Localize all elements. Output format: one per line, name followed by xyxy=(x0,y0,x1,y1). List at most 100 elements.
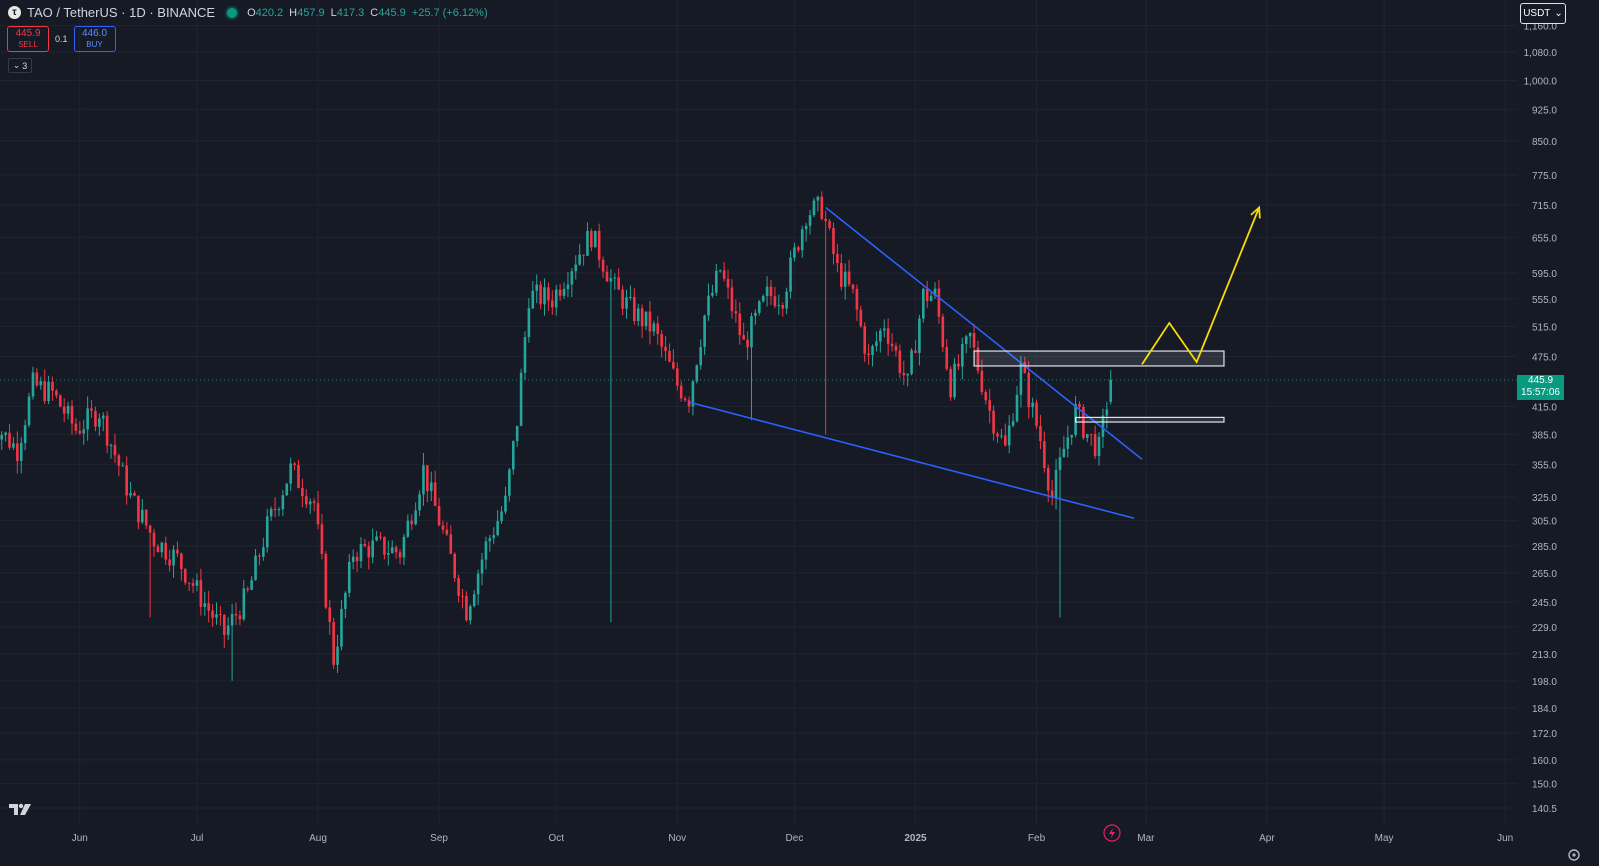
candle-body xyxy=(574,264,578,272)
candle-body xyxy=(82,429,86,434)
candle-body xyxy=(363,543,367,547)
candle-body xyxy=(74,423,78,431)
candle-body xyxy=(305,496,308,505)
price-tick-label: 515.0 xyxy=(1532,323,1557,334)
candle-body xyxy=(121,465,125,467)
tradingview-logo-icon[interactable] xyxy=(9,801,33,817)
candle-body xyxy=(332,622,335,665)
time-tick-label: Feb xyxy=(1028,833,1046,844)
candle-body xyxy=(789,257,792,292)
candle-body xyxy=(265,516,269,548)
candle-body xyxy=(383,536,386,555)
candle-body xyxy=(937,288,941,317)
candle-body xyxy=(226,625,230,636)
candle-body xyxy=(851,284,855,289)
candle-body xyxy=(906,373,909,376)
candle-body xyxy=(968,332,972,337)
candle-body xyxy=(433,482,437,506)
candle-body xyxy=(51,381,54,391)
trade-panel: 445.9 SELL 0.1 446.0 BUY xyxy=(7,26,116,52)
candle-body xyxy=(1066,437,1070,449)
candle-body xyxy=(1101,415,1105,437)
candle-body xyxy=(379,536,382,538)
candle-body xyxy=(19,442,23,461)
candle-body xyxy=(1062,448,1066,458)
candle-body xyxy=(125,465,128,496)
candle-body xyxy=(812,200,816,216)
candle-body xyxy=(347,561,351,593)
candle-body xyxy=(742,335,745,340)
ohlc-item: L417.3 xyxy=(331,7,365,19)
ohlc-item: O420.2 xyxy=(247,7,283,19)
candle-body xyxy=(746,339,749,348)
candle-body xyxy=(543,287,546,305)
candle-body xyxy=(328,607,332,623)
candle-body xyxy=(1046,467,1050,491)
time-tick-label: Aug xyxy=(309,833,327,844)
candle-body xyxy=(457,577,460,596)
candle-body xyxy=(715,270,718,293)
candle-body xyxy=(297,464,300,488)
candle-body xyxy=(820,196,824,219)
candle-body xyxy=(289,463,292,484)
candle-body xyxy=(426,465,429,492)
candle-body xyxy=(148,525,152,533)
candle-body xyxy=(351,556,355,562)
candle-body xyxy=(445,529,449,535)
candle-body xyxy=(984,392,988,401)
candle-body xyxy=(211,610,214,618)
price-tick-label: 184.0 xyxy=(1532,704,1557,715)
candle-body xyxy=(109,444,113,446)
candle-body xyxy=(695,365,699,382)
candle-body xyxy=(527,308,531,338)
time-tick-label: 2025 xyxy=(904,833,927,844)
sell-button[interactable]: 445.9 SELL xyxy=(7,26,49,52)
settings-gear-icon[interactable] xyxy=(1568,849,1580,861)
ohlc-readout: O420.2 H457.9 L417.3 C445.9 +25.7 (+6.12%) xyxy=(247,7,488,19)
candle-body xyxy=(1004,435,1007,446)
candle-body xyxy=(1089,434,1093,436)
candle-body xyxy=(203,603,207,607)
buy-button[interactable]: 446.0 BUY xyxy=(73,26,116,52)
price-tick-label: 850.0 xyxy=(1532,137,1557,148)
candle-body xyxy=(609,278,613,282)
candle-body xyxy=(402,536,406,558)
candle-body xyxy=(738,313,742,336)
price-tick-label: 172.0 xyxy=(1532,729,1557,740)
symbol-title[interactable]: TAO / TetherUS · 1D · BINANCE xyxy=(27,5,216,20)
candle-body xyxy=(1043,441,1046,468)
candle-body xyxy=(269,508,273,517)
candle-body xyxy=(523,337,527,373)
time-tick-label: May xyxy=(1375,833,1394,844)
candle-body xyxy=(894,346,898,351)
candle-body xyxy=(761,296,765,302)
candle-body xyxy=(859,309,863,327)
candle-body xyxy=(918,318,921,353)
candle-body xyxy=(769,286,773,297)
sell-label: SELL xyxy=(18,40,38,49)
candle-body xyxy=(1035,402,1038,427)
candle-body xyxy=(285,483,289,496)
candle-body xyxy=(781,305,785,309)
candle-body xyxy=(187,582,191,584)
candle-body xyxy=(90,408,93,411)
candle-body xyxy=(1109,379,1113,402)
indicators-toggle[interactable]: ⌄ 3 xyxy=(8,58,32,73)
candle-body xyxy=(777,305,781,307)
candle-body xyxy=(879,330,882,342)
candle-body xyxy=(722,270,726,279)
candle-body xyxy=(469,606,472,621)
candle-body xyxy=(500,511,503,522)
chevron-down-icon: ⌄ xyxy=(12,60,21,70)
candle-body xyxy=(62,406,66,414)
candle-body xyxy=(750,316,753,348)
ohlc-item: C445.9 xyxy=(370,7,405,19)
candle-body xyxy=(70,405,74,424)
candle-body xyxy=(644,311,648,327)
candle-body xyxy=(12,443,15,448)
candle-body xyxy=(453,553,456,578)
lightning-icon[interactable] xyxy=(1103,824,1121,842)
ohlc-value: +25.7 (+6.12%) xyxy=(411,6,488,19)
currency-selector[interactable]: USDT ⌄ xyxy=(1520,3,1566,24)
